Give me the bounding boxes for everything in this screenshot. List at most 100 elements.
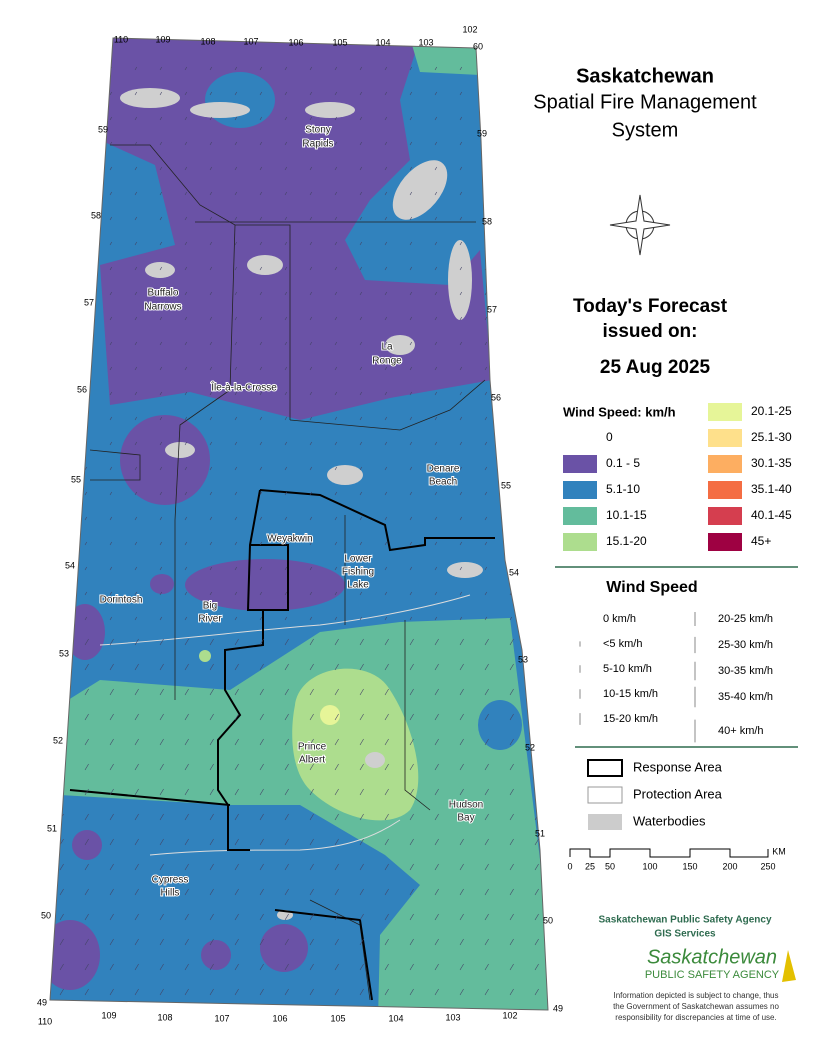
forecast-heading: Today's Forecast (573, 296, 728, 317)
place-label: Albert (299, 755, 325, 766)
wind-arrow (334, 191, 338, 196)
wind-arrow (284, 241, 288, 246)
zone-lightgreen (292, 668, 419, 821)
wind-arrow (359, 888, 364, 896)
wind-arrow (509, 491, 513, 496)
wind-arrow (509, 116, 513, 121)
scale-label: 200 (722, 861, 737, 871)
wind-arrow (259, 713, 264, 721)
wind-arrow (134, 541, 138, 546)
wind-arrow (309, 591, 313, 596)
wind-arrow (409, 738, 414, 746)
wind-arrow (484, 713, 489, 721)
graticule-label: 49 (553, 1003, 563, 1013)
wind-arrow (309, 863, 314, 871)
wind-arrow (409, 516, 413, 521)
wind-arrow (134, 216, 138, 221)
wind-arrow (259, 391, 263, 396)
wind-arrow (459, 713, 464, 721)
wind-arrow (259, 763, 264, 771)
wind-arrow (259, 166, 263, 171)
wind-arrow (509, 863, 514, 871)
legend-swatch (708, 507, 742, 525)
wind-arrow (184, 591, 188, 596)
zone-purple (201, 940, 231, 970)
graticule-label: 53 (518, 654, 528, 664)
wind-arrow (459, 863, 464, 871)
wind-arrow (484, 616, 488, 621)
wind-arrow (509, 738, 514, 746)
zone-lightgreen (199, 650, 211, 662)
wind-arrow (509, 466, 513, 471)
zone-purple (150, 574, 174, 594)
wind-arrow (434, 266, 438, 271)
wind-arrow (184, 963, 189, 971)
wind-arrow (534, 141, 538, 146)
wind-arrow (509, 688, 514, 696)
wind-arrow (134, 591, 138, 596)
wind-arrow (434, 838, 439, 846)
wind-arrow (159, 638, 164, 646)
wind-arrow (134, 988, 139, 996)
wind-arrow (284, 341, 288, 346)
wind-arrow (84, 863, 89, 871)
wind-arrow (59, 66, 63, 71)
wind-arrow (509, 988, 514, 996)
wind-arrow (409, 838, 414, 846)
wind-arrow (309, 141, 313, 146)
wind-arrow (459, 938, 464, 946)
wind-arrow (459, 466, 463, 471)
graticule-label: 104 (375, 37, 390, 47)
wind-arrow (409, 491, 413, 496)
wind-arrow (334, 566, 338, 571)
wind-arrow (84, 266, 88, 271)
wind-arrow (109, 341, 113, 346)
wind-arrow (209, 888, 214, 896)
wind-arrow (359, 566, 363, 571)
wind-arrow (384, 491, 388, 496)
wind-arrow (484, 813, 489, 821)
wind-arrow (434, 341, 438, 346)
wind-arrow (59, 391, 63, 396)
wind-arrow (384, 291, 388, 296)
wind-arrow (134, 366, 138, 371)
wind-arrow (359, 441, 363, 446)
wind-arrow (209, 66, 213, 71)
wind-arrow (84, 491, 88, 496)
wind-arrow (259, 688, 264, 696)
wind-arrow (509, 638, 514, 646)
graticule-label: 107 (214, 1013, 229, 1023)
wind-arrow (384, 763, 389, 771)
wind-arrow (209, 788, 214, 796)
wind-arrow (334, 963, 339, 971)
wind-arrow (484, 466, 488, 471)
wind-arrow (459, 441, 463, 446)
layer-swatch (588, 814, 622, 830)
wind-arrow (209, 91, 213, 96)
wind-arrow (184, 616, 188, 621)
wind-arrow (509, 166, 513, 171)
wind-arrow (334, 813, 339, 821)
wind-arrow (184, 116, 188, 121)
wind-arrow (359, 763, 364, 771)
graticule-label: 55 (71, 474, 81, 484)
wind-arrow (209, 341, 213, 346)
wind-arrow (509, 441, 513, 446)
wind-arrow (434, 166, 438, 171)
wind-arrow (159, 566, 163, 571)
wind-arrow (534, 391, 538, 396)
wind-arrow (384, 216, 388, 221)
wind-arrow (234, 888, 239, 896)
wind-arrow (484, 988, 489, 996)
wind-arrow (134, 763, 139, 771)
wind-arrow (359, 638, 364, 646)
wind-arrow (284, 141, 288, 146)
wind-arrow (309, 663, 314, 671)
wind-arrow (109, 888, 114, 896)
wind-arrow (359, 788, 364, 796)
wind-arrow (334, 788, 339, 796)
wind-arrow (484, 591, 488, 596)
legend-label: 15.1-20 (606, 534, 647, 548)
legend-swatch (563, 429, 597, 447)
